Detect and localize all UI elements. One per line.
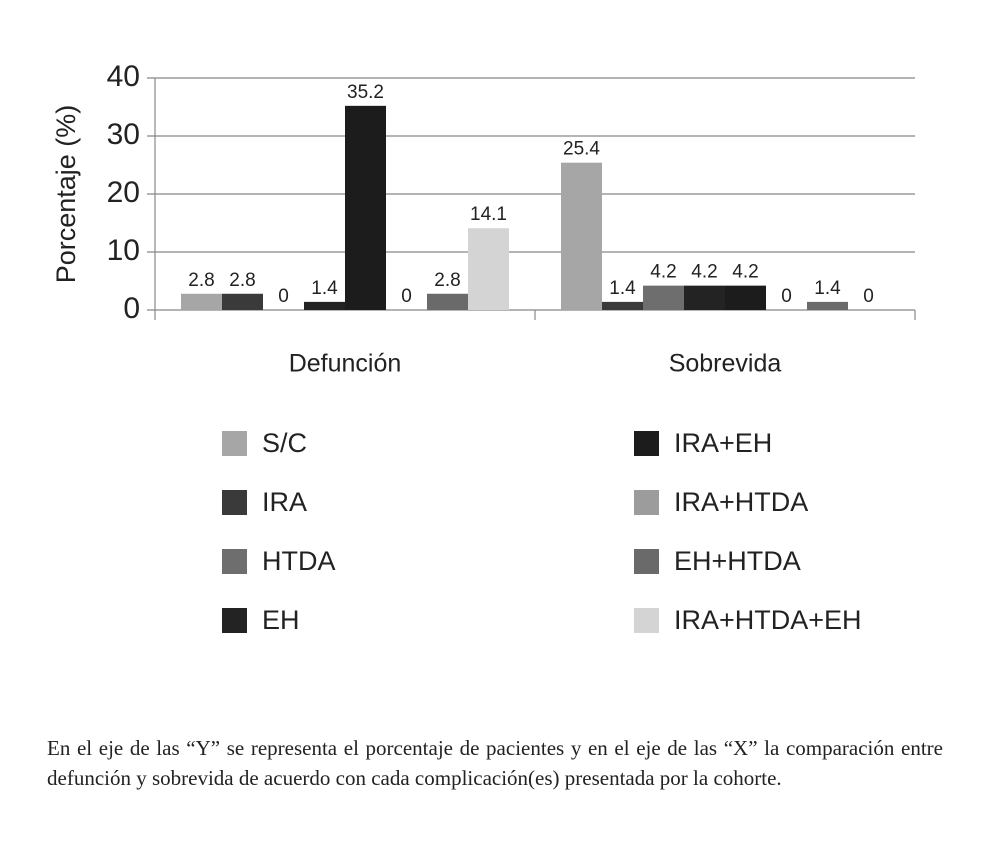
- value-label: 0: [781, 286, 792, 307]
- bar: [602, 301, 643, 310]
- value-label: 35.2: [347, 82, 384, 103]
- value-label: 0: [863, 286, 874, 307]
- legend-swatch: [222, 431, 247, 456]
- bar: [468, 228, 509, 310]
- legend-label: IRA+HTDA: [674, 487, 808, 517]
- bar: [222, 293, 263, 310]
- value-label: 4.2: [732, 262, 758, 283]
- legend-swatch: [634, 608, 659, 633]
- value-label: 0: [278, 286, 289, 307]
- bar: [643, 285, 684, 310]
- legend-swatch: [634, 431, 659, 456]
- value-label: 4.2: [691, 262, 717, 283]
- bar: [807, 301, 848, 310]
- value-label: 0: [401, 286, 412, 307]
- y-tick-label: 10: [107, 234, 140, 267]
- legend-label: S/C: [262, 428, 307, 458]
- value-label: 2.8: [434, 270, 460, 291]
- legend-swatch: [222, 490, 247, 515]
- value-label: 2.8: [188, 270, 214, 291]
- bar: [427, 293, 468, 310]
- chart: Porcentaje (%) 0 10 20 30 40 Defunción 2.8 2.8 0…: [51, 60, 916, 635]
- x-tick-label: Defunción: [289, 350, 402, 378]
- legend-swatch: [634, 549, 659, 574]
- bar: [304, 301, 345, 310]
- y-axis-label: Porcentaje (%): [51, 105, 81, 284]
- bar: [561, 162, 602, 310]
- value-label: 14.1: [470, 204, 507, 225]
- value-label: 2.8: [229, 270, 255, 291]
- bar: [725, 285, 766, 310]
- legend-swatch: [222, 608, 247, 633]
- bar: [181, 293, 222, 310]
- y-tick-label: 30: [107, 118, 140, 151]
- legend-label: IRA+EH: [674, 428, 772, 458]
- bar: [684, 285, 725, 310]
- legend-swatch: [222, 549, 247, 574]
- legend-label: IRA+HTDA+EH: [674, 605, 862, 635]
- caption: En el eje de las “Y” se representa el po…: [47, 736, 943, 790]
- value-label: 1.4: [609, 278, 636, 299]
- y-tick-label: 20: [107, 176, 140, 209]
- value-label: 4.2: [650, 262, 676, 283]
- y-tick-label: 0: [123, 292, 140, 325]
- bar: [345, 105, 386, 310]
- legend-label: HTDA: [262, 546, 336, 576]
- value-label: 25.4: [563, 139, 600, 160]
- value-label: 1.4: [814, 278, 841, 299]
- legend-label: IRA: [262, 487, 307, 517]
- legend-swatch: [634, 490, 659, 515]
- legend-label: EH+HTDA: [674, 546, 801, 576]
- value-label: 1.4: [311, 278, 338, 299]
- legend-label: EH: [262, 605, 300, 635]
- y-tick-label: 40: [107, 60, 140, 93]
- x-tick-label: Sobrevida: [669, 350, 782, 378]
